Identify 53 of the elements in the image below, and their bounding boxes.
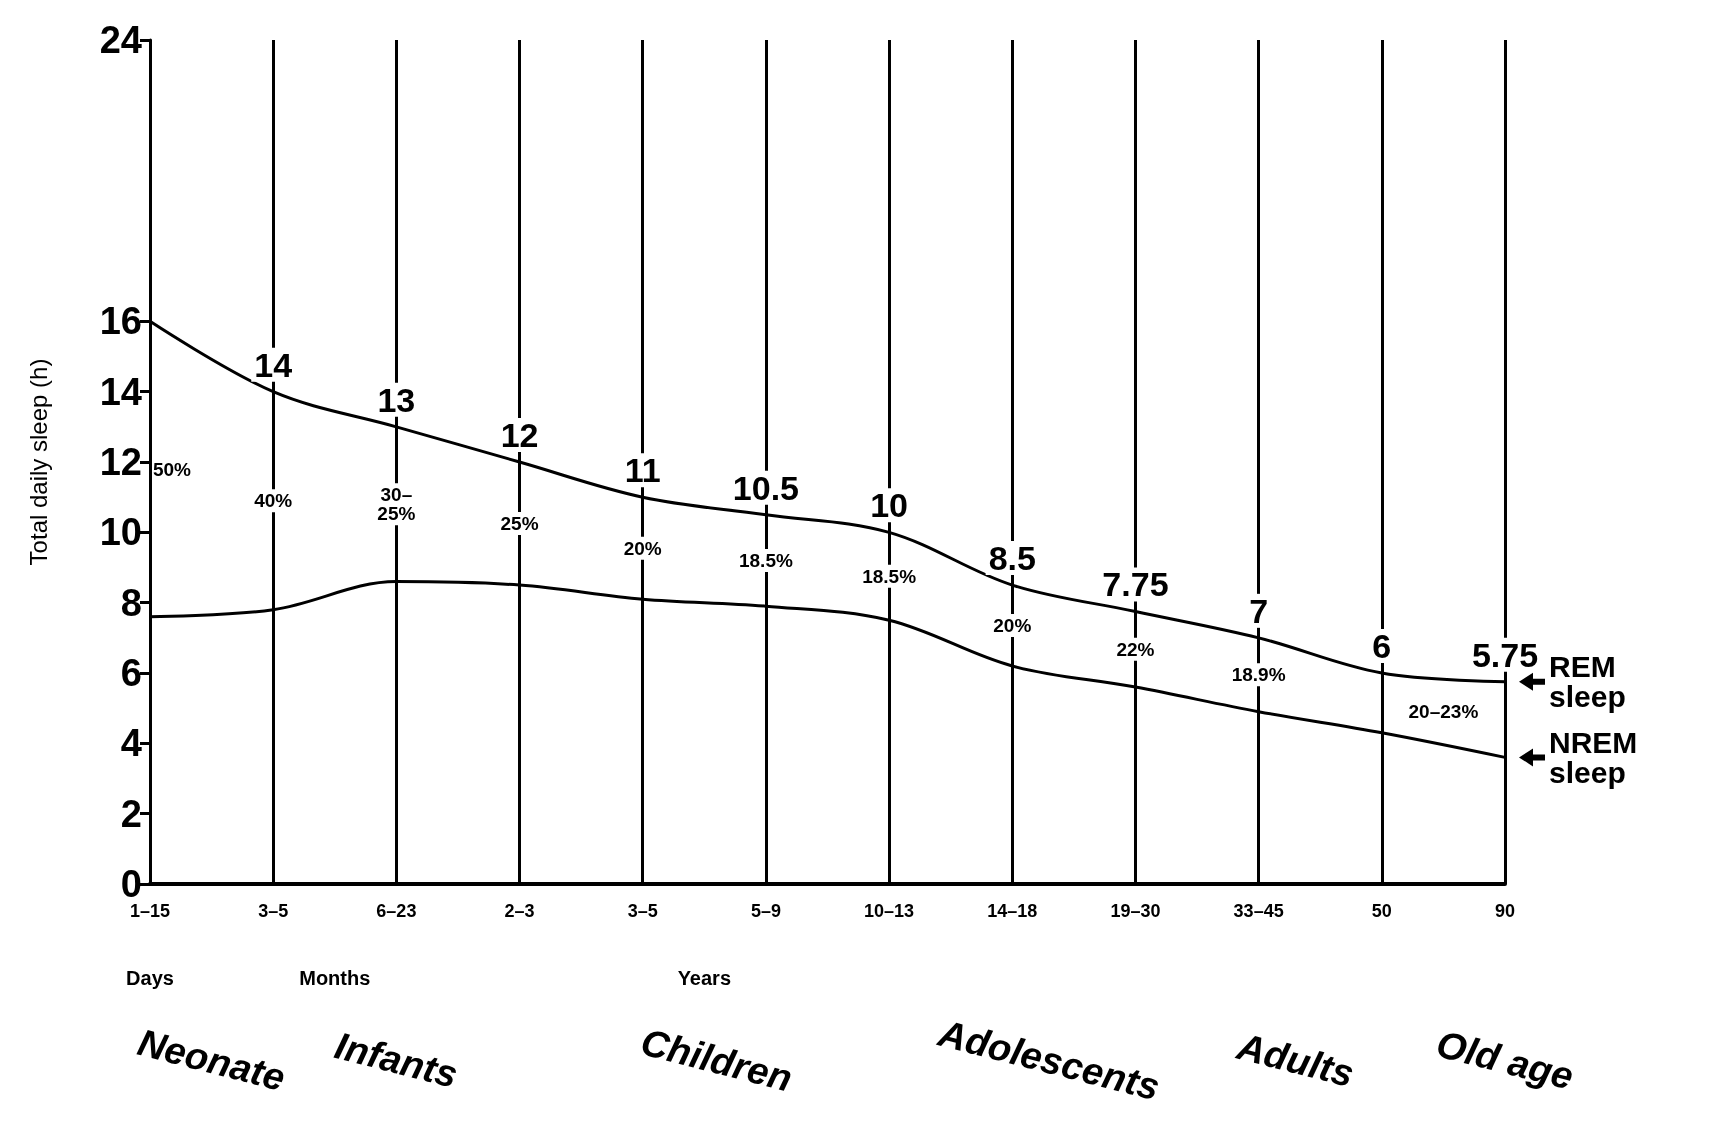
annotation: 20% — [993, 615, 1032, 637]
data-label: 13 — [377, 380, 416, 419]
data-label: 7.75 — [1102, 565, 1169, 604]
x-tick-label: 10–13 — [864, 901, 915, 921]
annotation: 50% — [152, 458, 192, 480]
data-label: 7 — [1249, 591, 1269, 630]
data-label: 10 — [870, 486, 908, 525]
y-tick-label: 2 — [120, 792, 142, 835]
legend-label: REM sleep — [1549, 650, 1626, 714]
annotation: 30– 25% — [377, 484, 416, 525]
x-tick-label: 6–23 — [376, 901, 417, 921]
y-tick-label: 4 — [120, 722, 142, 765]
y-axis-title: Total daily sleep (h) — [24, 358, 52, 566]
data-label: 10.5 — [732, 468, 799, 507]
text: Neonate — [133, 1021, 290, 1099]
y-tick-label: 8 — [120, 581, 142, 624]
annotation: 20% — [623, 537, 662, 559]
x-tick-label: 90 — [1494, 901, 1516, 921]
annotation: 18.5% — [738, 549, 793, 571]
x-tick-label: 50 — [1371, 901, 1392, 921]
x-tick-label: 19–30 — [1110, 901, 1161, 921]
text: Old age — [1432, 1022, 1578, 1098]
x-tick-label: 2–3 — [504, 901, 535, 921]
data-label: 8.5 — [988, 539, 1036, 578]
data-label: 5.75 — [1471, 635, 1539, 674]
data-label: 14 — [254, 345, 293, 384]
legend-label: NREM sleep — [1549, 725, 1638, 789]
text: Adults — [1232, 1024, 1359, 1095]
text: Years — [677, 967, 732, 989]
text: Days — [126, 967, 174, 989]
x-tick-label: 5–9 — [750, 901, 781, 921]
text: Infants — [330, 1024, 462, 1096]
annotation: 25% — [500, 513, 539, 535]
annotation: 20–23% — [1408, 700, 1479, 722]
x-tick-label: 3–5 — [627, 901, 658, 921]
annotation: 18.5% — [862, 565, 917, 587]
x-tick-label: 33–45 — [1233, 901, 1284, 921]
text: Children — [636, 1020, 797, 1100]
y-tick-label: 14 — [99, 370, 142, 413]
data-label: 11 — [624, 451, 661, 490]
annotation: 18.9% — [1231, 664, 1286, 686]
x-tick-label: 3–5 — [258, 901, 289, 921]
data-label: 6 — [1372, 627, 1392, 665]
y-tick-label: 24 — [99, 19, 142, 61]
annotation: 40% — [254, 490, 293, 512]
annotation: 22% — [1116, 638, 1155, 660]
text: Months — [299, 967, 371, 989]
y-tick-label: 6 — [120, 652, 142, 694]
x-tick-label: 14–18 — [987, 901, 1038, 921]
data-label: 12 — [500, 416, 539, 454]
y-tick-label: 16 — [99, 300, 142, 343]
y-tick-label: 10 — [99, 511, 142, 554]
y-tick-label: 12 — [99, 441, 142, 483]
